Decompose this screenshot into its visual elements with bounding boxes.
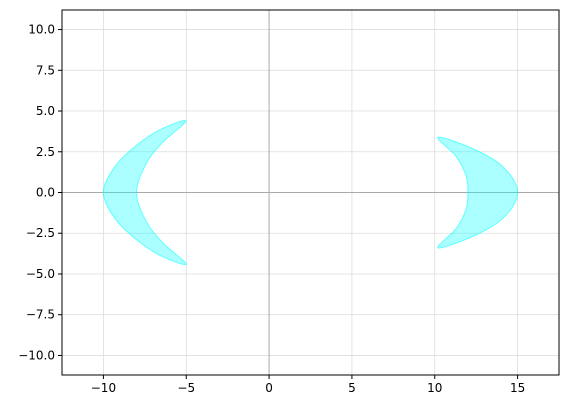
y-tick-label: 10.0 <box>28 23 55 37</box>
y-ticks: 10.0 7.5 5.0 2.5 0.0 −2.5 −5.0 −7.5 −10.0 <box>18 23 62 362</box>
y-tick-label: −7.5 <box>26 308 55 322</box>
y-tick-label: 2.5 <box>36 145 55 159</box>
left-crescent <box>102 119 187 266</box>
y-tick-label: 5.0 <box>36 104 55 118</box>
x-tick-label: 15 <box>510 381 525 395</box>
x-tick-label: −5 <box>177 381 195 395</box>
x-tick-label: 0 <box>265 381 273 395</box>
right-crescent <box>437 136 519 249</box>
y-tick-label: 0.0 <box>36 186 55 200</box>
y-tick-label: −10.0 <box>18 348 55 362</box>
x-tick-label: 10 <box>427 381 442 395</box>
x-tick-label: 5 <box>348 381 356 395</box>
y-tick-label: −5.0 <box>26 267 55 281</box>
x-tick-label: −10 <box>91 381 116 395</box>
crescent-shapes <box>102 119 519 266</box>
y-tick-label: −2.5 <box>26 226 55 240</box>
x-ticks: −10 −5 0 5 10 15 <box>91 375 525 395</box>
y-tick-label: 7.5 <box>36 63 55 77</box>
zero-axis-lines <box>62 10 559 375</box>
